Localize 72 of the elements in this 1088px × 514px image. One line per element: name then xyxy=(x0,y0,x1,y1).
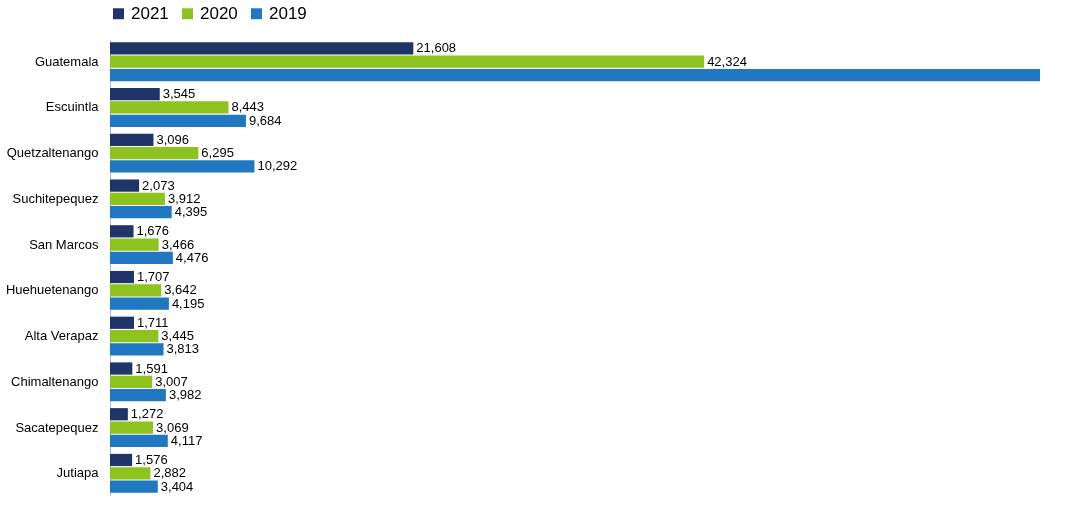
bar xyxy=(110,68,1040,82)
bar xyxy=(110,453,133,467)
data-label: 1,272 xyxy=(130,406,164,422)
data-label: 1,707 xyxy=(136,269,170,285)
y-tick-label: Alta Verapaz xyxy=(24,328,99,344)
bar xyxy=(110,284,162,297)
data-label: 8,443 xyxy=(231,99,265,115)
bar xyxy=(110,42,414,55)
bar xyxy=(110,55,705,68)
data-label: 4,395 xyxy=(174,204,208,220)
y-tick-label: Guatemala xyxy=(34,53,100,69)
y-tick-label: Sacatepequez xyxy=(15,419,99,435)
data-label: 4,117 xyxy=(170,432,203,448)
bar xyxy=(110,297,169,310)
legend-label: 2019 xyxy=(269,3,307,23)
data-label: 2,882 xyxy=(153,465,186,481)
bar xyxy=(110,467,151,480)
data-label: 3,912 xyxy=(167,190,201,206)
bar xyxy=(110,251,173,265)
y-tick-label: Chimaltenango xyxy=(11,373,99,389)
data-label: 3,404 xyxy=(160,478,194,494)
data-label: 42,324 xyxy=(707,53,747,69)
data-label: 6,295 xyxy=(201,145,234,161)
bar xyxy=(110,329,159,343)
bar xyxy=(110,133,154,146)
data-label: 2,073 xyxy=(142,177,175,193)
bar xyxy=(110,408,128,421)
bar xyxy=(110,179,140,192)
data-label: 1,591 xyxy=(135,360,168,376)
data-label: 3,007 xyxy=(155,373,188,389)
bar xyxy=(110,147,199,160)
legend-label: 2020 xyxy=(200,3,238,23)
bar xyxy=(110,238,159,251)
bar xyxy=(110,480,158,493)
y-tick-label: Quetzaltenango xyxy=(6,145,99,161)
data-label: 3,982 xyxy=(168,387,202,403)
data-label: 3,545 xyxy=(162,86,196,102)
bar xyxy=(110,101,229,114)
bar xyxy=(110,343,164,356)
y-tick-label: Escuintla xyxy=(45,99,100,115)
y-tick-label: Jutiapa xyxy=(56,465,100,481)
bar xyxy=(110,316,135,329)
bar xyxy=(110,225,134,238)
data-label: 10,292 xyxy=(257,158,298,174)
y-tick-label: Suchitepequez xyxy=(12,190,99,206)
data-label: 9,684 xyxy=(248,112,282,128)
y-tick-label: Huehuetenango xyxy=(5,282,99,298)
bar xyxy=(110,434,168,447)
y-tick-label: San Marcos xyxy=(29,236,99,252)
bar xyxy=(110,206,172,219)
data-label: 3,445 xyxy=(161,328,194,344)
data-label: 1,711 xyxy=(137,314,169,330)
data-label: 1,576 xyxy=(135,451,168,467)
bar xyxy=(110,88,160,101)
data-label: 3,466 xyxy=(161,236,195,252)
bar xyxy=(110,389,166,402)
legend-label: 2021 xyxy=(131,3,169,23)
data-label: 3,642 xyxy=(164,282,197,298)
bar xyxy=(110,375,153,388)
bar xyxy=(110,270,134,284)
data-label: 21,608 xyxy=(416,40,457,56)
bar xyxy=(110,362,133,375)
bar xyxy=(110,192,165,206)
data-label: 3,069 xyxy=(156,419,189,435)
data-label: 3,096 xyxy=(156,131,190,147)
data-label: 4,195 xyxy=(171,295,205,311)
data-label: 1,676 xyxy=(136,223,170,239)
bar xyxy=(110,160,255,173)
data-label: 3,813 xyxy=(166,341,200,357)
bar xyxy=(110,421,154,434)
bar xyxy=(110,114,246,127)
data-label: 4,476 xyxy=(175,249,209,265)
